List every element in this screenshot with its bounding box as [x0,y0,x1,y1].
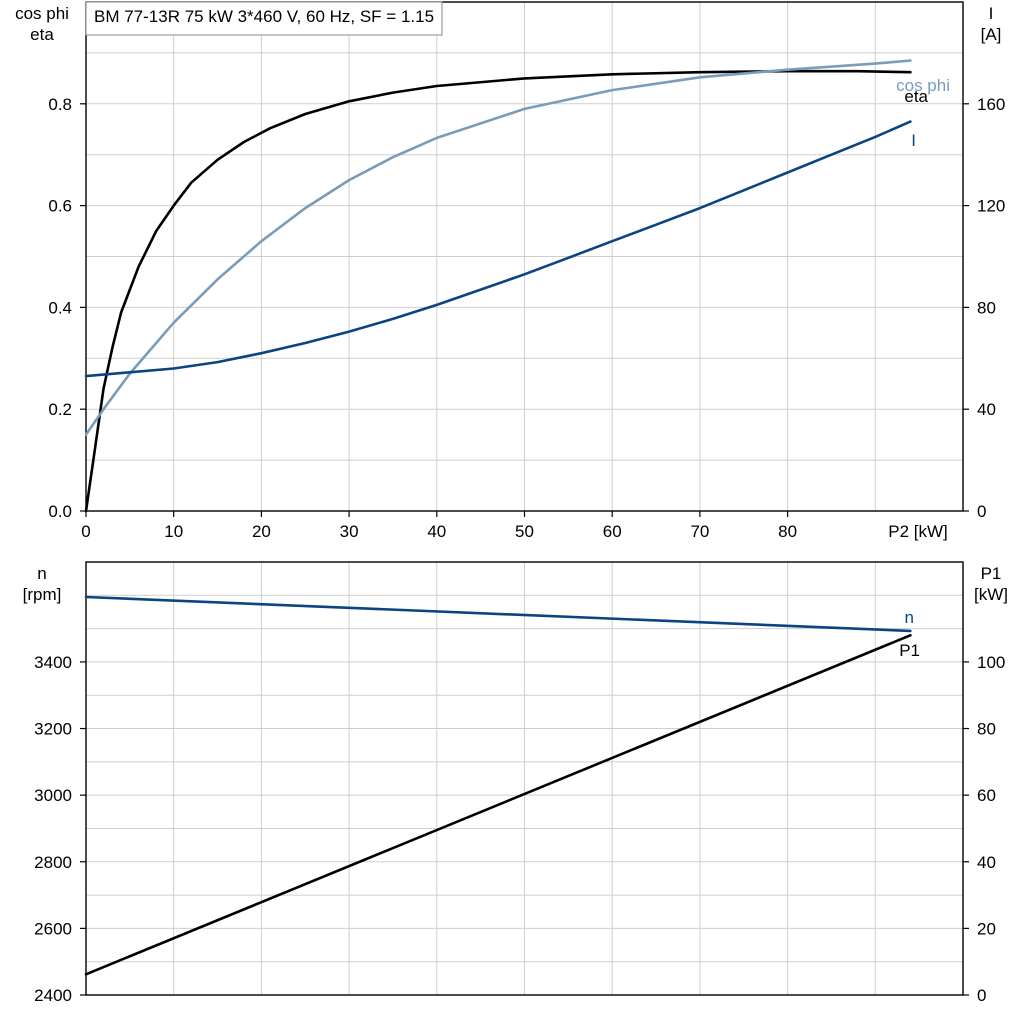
series-label-n: n [905,608,914,627]
y-tick-label-right: 40 [977,853,996,872]
series-line-n [84,595,912,633]
x-tick-label: 40 [427,522,446,541]
y-axis-label-left: [rpm] [23,585,62,604]
x-tick-label: 10 [164,522,183,541]
y-axis-label-left: cos phi [15,4,69,23]
chart-title: BM 77-13R 75 kW 3*460 V, 60 Hz, SF = 1.1… [94,7,434,26]
series-line-eta [84,69,912,513]
series-line-P1 [84,634,912,976]
x-tick-label: 70 [690,522,709,541]
x-tick-label: 20 [252,522,271,541]
y-tick-label-left: 0.2 [48,400,72,419]
y-axis-label-right: [A] [981,25,1002,44]
y-tick-label-right: 120 [977,197,1005,216]
y-tick-label-right: 60 [977,786,996,805]
y-tick-label-right: 0 [977,986,986,1005]
y-tick-label-left: 0.0 [48,502,72,521]
series-label-eta: eta [904,87,928,106]
y-tick-label-left: 3200 [34,720,72,739]
series-label-I: I [911,131,916,150]
y-axis-label-left: n [37,564,46,583]
y-tick-label-right: 80 [977,298,996,317]
x-tick-label: 80 [778,522,797,541]
y-tick-label-right: 160 [977,95,1005,114]
y-tick-label-right: 40 [977,400,996,419]
x-tick-label: 0 [81,522,90,541]
y-tick-label-left: 3000 [34,786,72,805]
chart-title-box [85,1,443,36]
y-tick-label-left: 2400 [34,986,72,1005]
y-tick-label-left: 0.6 [48,197,72,216]
series-line-cos-phi [84,59,912,436]
y-tick-label-left: 3400 [34,653,72,672]
y-tick-label-right: 20 [977,919,996,938]
x-tick-label: 50 [515,522,534,541]
x-tick-label: 30 [340,522,359,541]
y-tick-label-right: 0 [977,502,986,521]
x-axis-label: P2 [kW] [888,522,948,541]
y-axis-label-right: I [989,4,994,23]
series-line-I [84,120,912,378]
y-axis-label-right: [kW] [974,585,1008,604]
y-tick-label-left: 2600 [34,919,72,938]
y-axis-label-left: eta [30,25,54,44]
x-tick-label: 60 [603,522,622,541]
y-tick-label-right: 80 [977,720,996,739]
y-tick-label-left: 0.4 [48,298,72,317]
y-tick-label-left: 2800 [34,853,72,872]
series-label-cos-phi: cos phi [896,76,950,95]
y-tick-label-left: 0.8 [48,95,72,114]
y-axis-label-right: P1 [981,564,1002,583]
y-tick-label-right: 100 [977,653,1005,672]
plot-frame-2 [85,561,964,996]
series-label-P1: P1 [899,641,920,660]
